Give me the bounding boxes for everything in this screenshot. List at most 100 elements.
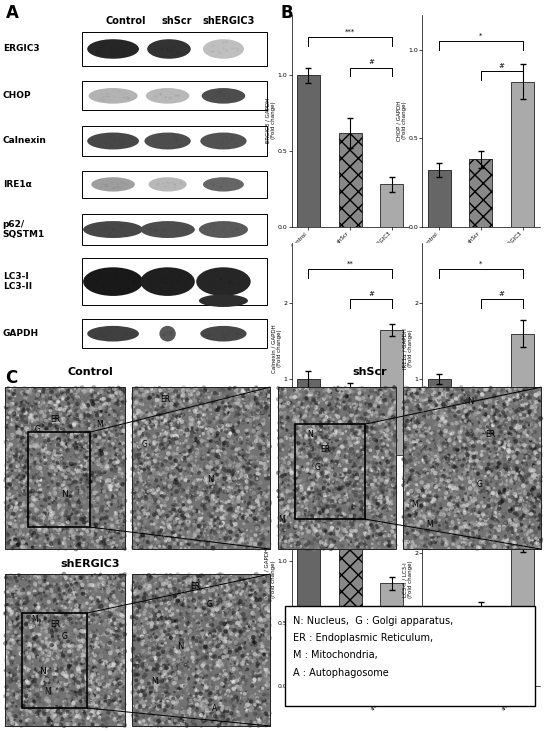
Point: [170, 572, 179, 583]
Point: [189, 690, 197, 702]
Point: [199, 672, 208, 683]
Point: [226, 528, 234, 539]
Point: [205, 585, 214, 596]
Point: [89, 676, 98, 688]
Point: [80, 534, 88, 546]
Point: [171, 535, 180, 547]
Point: [44, 481, 52, 493]
Point: [422, 467, 431, 479]
Point: [531, 420, 540, 432]
Point: [11, 643, 20, 654]
Point: [244, 622, 252, 634]
Point: [466, 431, 475, 442]
Point: [93, 393, 102, 405]
Point: [80, 490, 89, 501]
Point: [503, 440, 512, 452]
Point: [246, 507, 255, 518]
Point: [169, 419, 178, 431]
Point: [437, 462, 446, 474]
Point: [161, 523, 170, 535]
Point: [89, 609, 98, 621]
Point: [3, 399, 11, 411]
Point: [249, 425, 258, 436]
Point: [156, 590, 165, 602]
Point: [415, 472, 424, 484]
Point: [89, 468, 98, 480]
Point: [349, 483, 358, 495]
Point: [61, 635, 70, 646]
Point: [243, 699, 252, 711]
Point: [202, 613, 211, 625]
Point: [179, 437, 187, 449]
Point: [82, 646, 90, 658]
Point: [524, 485, 532, 496]
Point: [65, 473, 74, 485]
Point: [526, 539, 535, 550]
Point: [40, 507, 49, 519]
Point: [31, 411, 40, 423]
Point: [184, 469, 193, 481]
Point: [474, 478, 482, 490]
Point: [422, 442, 431, 453]
Bar: [82, 81, 267, 110]
Point: [535, 490, 543, 501]
Point: [51, 609, 60, 621]
Point: [479, 397, 488, 409]
Point: [205, 417, 214, 428]
Point: [132, 470, 141, 482]
Point: [145, 646, 154, 658]
Point: [496, 422, 505, 433]
Point: [408, 488, 417, 499]
Point: [288, 473, 297, 485]
Point: [209, 638, 217, 650]
Point: [241, 518, 250, 529]
Point: [56, 458, 64, 469]
Point: [495, 506, 504, 518]
Point: [365, 432, 374, 444]
Point: [443, 436, 451, 448]
Point: [81, 463, 89, 475]
Point: [222, 718, 231, 730]
Point: [129, 631, 138, 643]
Point: [518, 444, 527, 456]
Point: [298, 417, 306, 428]
Point: [153, 634, 162, 645]
Point: [509, 444, 518, 456]
Point: [380, 429, 389, 441]
Point: [69, 695, 77, 707]
Point: [221, 455, 229, 466]
Point: [409, 522, 418, 534]
Point: [169, 504, 178, 515]
Point: [262, 431, 271, 442]
Point: [26, 496, 35, 507]
Point: [320, 476, 329, 488]
Point: [130, 401, 139, 412]
Point: [252, 385, 261, 396]
Point: [7, 599, 16, 610]
Point: [407, 468, 416, 480]
Point: [136, 717, 145, 729]
Point: [344, 401, 353, 413]
Point: [171, 618, 179, 630]
Point: [251, 577, 260, 588]
Point: [37, 617, 46, 629]
Point: [423, 444, 432, 456]
Point: [503, 382, 512, 394]
Point: [282, 406, 291, 418]
Point: [40, 677, 49, 689]
Point: [331, 439, 340, 450]
Point: [187, 445, 196, 457]
Point: [101, 398, 110, 409]
Point: [172, 519, 180, 531]
Point: [226, 499, 235, 510]
Point: [85, 423, 94, 434]
Point: [2, 714, 10, 726]
Point: [164, 526, 173, 537]
Point: [450, 468, 458, 480]
Point: [391, 468, 400, 480]
Point: [513, 532, 522, 544]
Point: [146, 383, 155, 395]
Point: [10, 407, 19, 419]
Point: [177, 426, 185, 438]
Point: [277, 471, 286, 482]
